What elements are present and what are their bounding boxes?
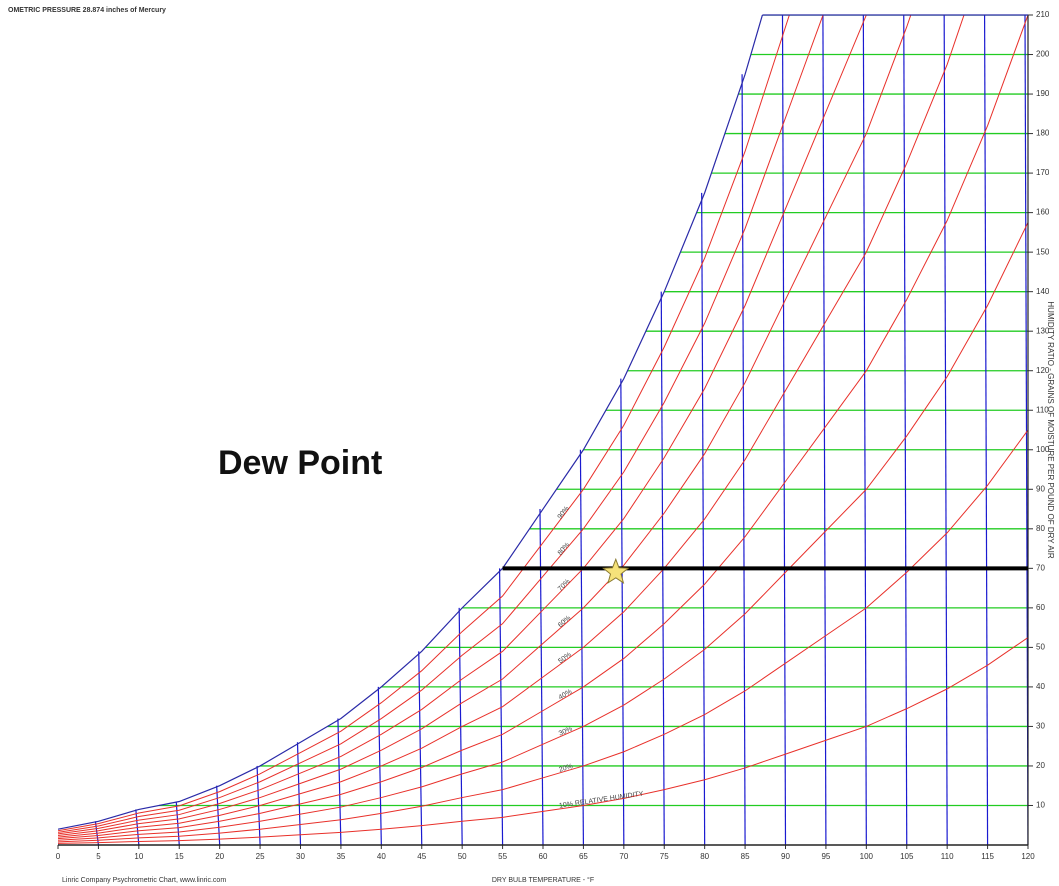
y-tick-label: 30 [1036, 722, 1045, 731]
rh-label: 20% [558, 763, 573, 774]
grid-line-v [701, 192, 706, 845]
x-tick-label: 70 [619, 852, 628, 861]
x-tick-label: 75 [660, 852, 669, 861]
credit: Linric Company Psychrometric Chart, www.… [62, 877, 226, 884]
y-tick-label: 90 [1036, 484, 1045, 493]
rh-label: 70% [557, 578, 572, 593]
y-tick-label: 140 [1036, 287, 1050, 296]
y-tick-label: 180 [1036, 129, 1050, 138]
x-tick-label: 65 [579, 852, 588, 861]
y-tick-label: 190 [1036, 89, 1050, 98]
y-tick-label: 130 [1036, 326, 1050, 335]
grid-line-v [458, 607, 463, 845]
x-tick-label: 100 [860, 852, 874, 861]
x-tick-label: 0 [56, 852, 61, 861]
y-tick-label: 200 [1036, 50, 1050, 59]
y-tick-label: 60 [1036, 603, 1045, 612]
x-tick-label: 30 [296, 852, 305, 861]
x-tick-label: 35 [336, 852, 345, 861]
x-tick-label: 105 [900, 852, 914, 861]
saturation-curve [58, 15, 764, 830]
grid-line-v [539, 509, 544, 845]
y-tick-label: 10 [1036, 801, 1045, 810]
rh-curve [58, 15, 867, 835]
grid-line-v [58, 841, 59, 845]
rh-curve [58, 15, 912, 837]
rh-curve [58, 637, 1028, 844]
x-tick-label: 40 [377, 852, 386, 861]
grid-line-v [822, 15, 827, 845]
state-point [602, 557, 630, 584]
grid-line-v [903, 15, 908, 845]
rh-label: 50% [557, 651, 572, 665]
x-tick-label: 20 [215, 852, 224, 861]
x-tick-label: 80 [700, 852, 709, 861]
rh-label: 90% [557, 505, 571, 520]
y-tick-label: 160 [1036, 208, 1050, 217]
dew-point-label: Dew Point [218, 444, 382, 482]
grid-line-v [498, 568, 504, 845]
x-tick-label: 50 [458, 852, 467, 861]
rh-curve [58, 15, 1028, 840]
x-tick-label: 15 [175, 852, 184, 861]
grid-line-v [620, 378, 625, 845]
y-tick-label: 70 [1036, 563, 1045, 572]
rh-label: 80% [557, 542, 571, 557]
x-axis-title: DRY BULB TEMPERATURE - °F [492, 876, 594, 884]
x-tick-label: 45 [417, 852, 426, 861]
x-tick-label: 110 [941, 852, 954, 861]
grid-line-v [377, 686, 382, 845]
rh-curve [58, 429, 1028, 843]
y-tick-label: 120 [1036, 366, 1050, 375]
rh-label: 40% [558, 688, 574, 701]
x-tick-label: 5 [96, 852, 101, 861]
y-tick-label: 210 [1036, 10, 1050, 19]
header: OMETRIC PRESSURE 28.874 inches of Mercur… [8, 7, 166, 14]
y-tick-label: 150 [1036, 247, 1050, 256]
plot-area [58, 15, 1028, 845]
y-tick-label: 170 [1036, 168, 1050, 177]
y-axis-title: HUMIDITY RATIO - GRAINS OF MOISTURE PER … [1046, 301, 1055, 558]
y-tick-label: 50 [1036, 642, 1045, 651]
grid-line-v [579, 449, 585, 845]
y-tick-label: 20 [1036, 761, 1045, 770]
x-tick-label: 25 [256, 852, 265, 861]
y-tick-label: 100 [1036, 445, 1050, 454]
grid-line-v [781, 15, 787, 845]
x-tick-label: 90 [781, 852, 790, 861]
rh-curve [58, 15, 824, 833]
rh-curve [58, 222, 1028, 841]
x-tick-label: 120 [1021, 852, 1035, 861]
grid-line-v [983, 15, 989, 845]
rh-curve [58, 15, 965, 838]
rh-label: 60% [557, 615, 572, 630]
x-tick-label: 95 [821, 852, 830, 861]
rh-curve [58, 15, 790, 832]
x-tick-label: 10 [134, 852, 143, 861]
y-tick-label: 40 [1036, 682, 1045, 691]
x-tick-label: 115 [981, 852, 994, 861]
grid-line-v [741, 74, 746, 845]
x-tick-label: 85 [741, 852, 750, 861]
rh-label: 10% RELATIVE HUMIDITY [559, 791, 644, 810]
grid-line-v [418, 651, 423, 845]
grid-line-v [862, 15, 867, 845]
grid-line-v [943, 15, 948, 845]
y-tick-label: 110 [1036, 405, 1049, 414]
rh-label: 30% [558, 726, 574, 738]
x-tick-label: 55 [498, 852, 507, 861]
y-tick-label: 80 [1036, 524, 1045, 533]
x-tick-label: 60 [539, 852, 548, 861]
